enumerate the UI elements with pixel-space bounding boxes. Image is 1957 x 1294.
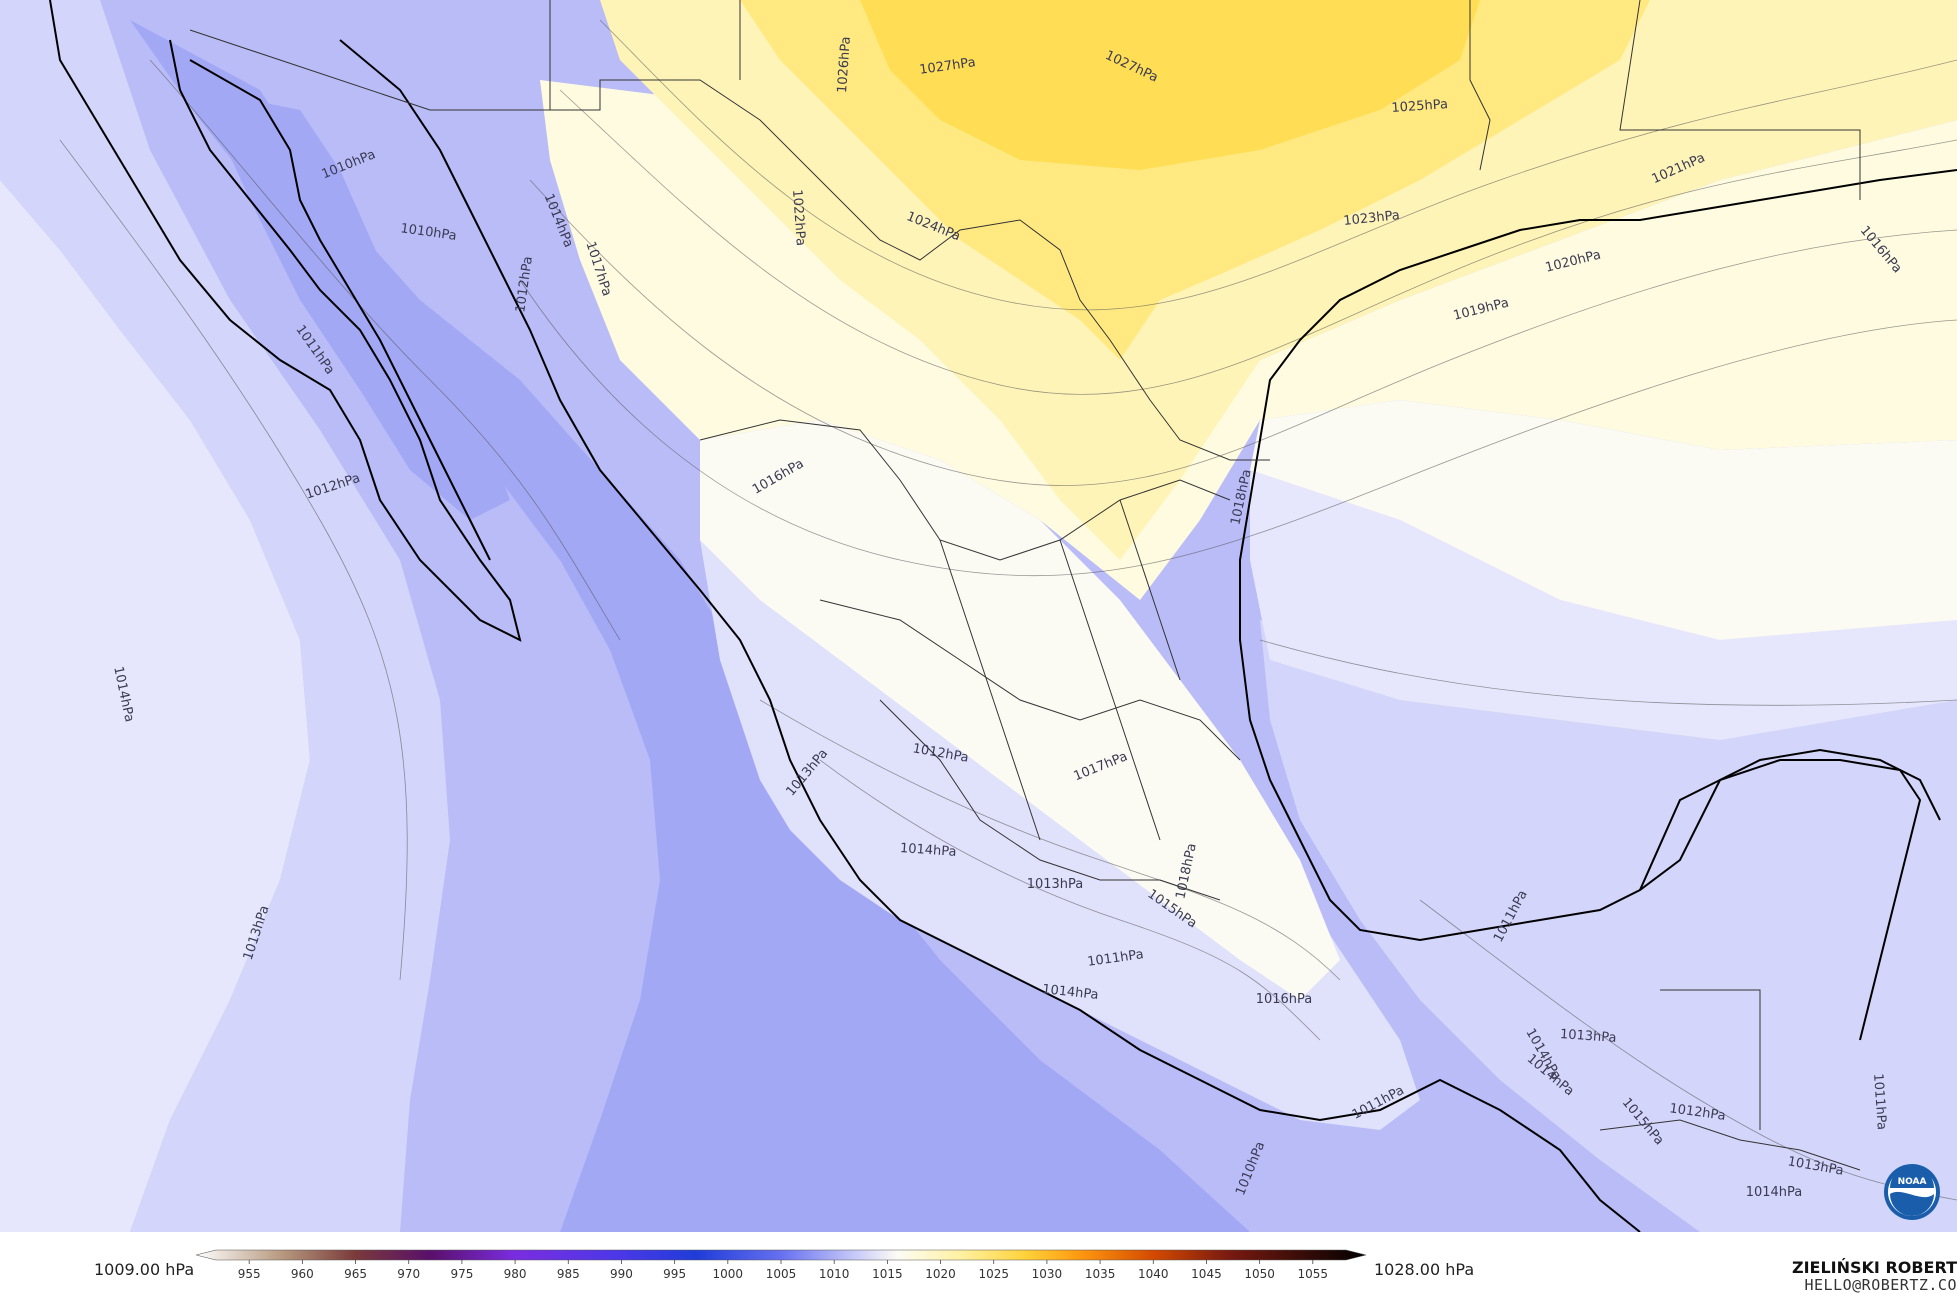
colorbar-tick-label: 1000 <box>713 1267 744 1281</box>
colorbar-gradient <box>196 1250 1366 1260</box>
colorbar: 955 960 965 970 975 980 985 990 995 1000 1005 1010 1… <box>0 1240 1957 1287</box>
colorbar-tick-label: 1020 <box>925 1267 956 1281</box>
author-credit: ZIELIŃSKI ROBERT <box>1792 1258 1957 1277</box>
colorbar-tick-label: 965 <box>344 1267 367 1281</box>
colorbar-tick-label: 1050 <box>1244 1267 1275 1281</box>
noaa-logo-text: NOAA <box>1898 1177 1927 1187</box>
colorbar-tick-label: 960 <box>291 1267 314 1281</box>
colorbar-tick-label: 1055 <box>1298 1267 1329 1281</box>
isobar-label: 1013hPa <box>1027 877 1084 892</box>
colorbar-ticks: 955 960 965 970 975 980 985 990 995 1000 1005 1010 1… <box>238 1260 1328 1281</box>
colorbar-tick-label: 1045 <box>1191 1267 1222 1281</box>
colorbar-tick-label: 980 <box>504 1267 527 1281</box>
colorbar-tick-label: 975 <box>450 1267 473 1281</box>
colorbar-max-label: 1028.00 hPa <box>1374 1260 1474 1279</box>
colorbar-tick-label: 990 <box>610 1267 633 1281</box>
isobar-label: 1016hPa <box>1256 992 1313 1007</box>
noaa-logo: NOAA <box>1884 1164 1940 1220</box>
colorbar-tick-label: 970 <box>397 1267 420 1281</box>
colorbar-tick-label: 1025 <box>978 1267 1009 1281</box>
colorbar-tick-label: 1035 <box>1085 1267 1116 1281</box>
colorbar-tick-label: 995 <box>663 1267 686 1281</box>
colorbar-tick-label: 985 <box>557 1267 580 1281</box>
isobar-label: 1014hPa <box>1746 1185 1803 1200</box>
colorbar-tick-label: 1010 <box>819 1267 850 1281</box>
colorbar-tick-label: 1030 <box>1032 1267 1063 1281</box>
colorbar-tick-label: 955 <box>238 1267 261 1281</box>
colorbar-tick-label: 1040 <box>1138 1267 1169 1281</box>
colorbar-tick-label: 1005 <box>766 1267 797 1281</box>
author-email: HELLO@ROBERTZ.CO <box>1805 1276 1957 1294</box>
colorbar-tick-label: 1015 <box>872 1267 903 1281</box>
